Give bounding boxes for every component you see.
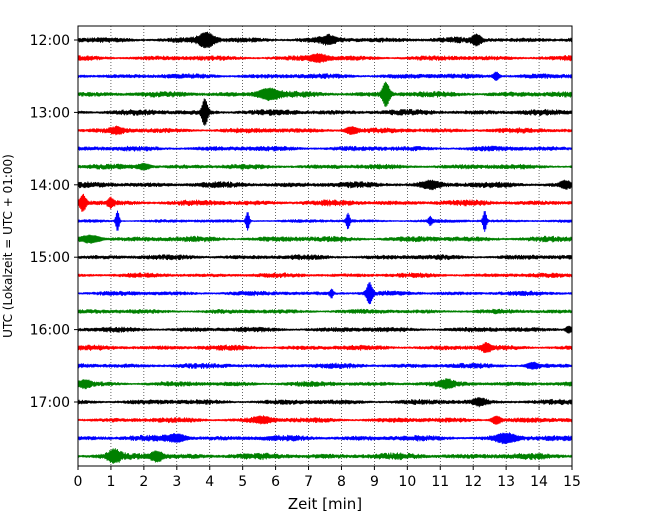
y-tick-label-13:00: 13:00 xyxy=(30,105,70,121)
trace-1200 xyxy=(77,31,573,49)
trace-1415 xyxy=(77,193,573,212)
trace-1515 xyxy=(77,272,573,279)
trace-1745 xyxy=(77,448,573,464)
trace-1500 xyxy=(77,254,573,261)
trace-1545 xyxy=(77,308,573,315)
y-tick-label-17:00: 17:00 xyxy=(30,395,70,411)
x-tick-label-1: 1 xyxy=(106,474,115,490)
x-tick-label-3: 3 xyxy=(172,474,181,490)
x-tick-label-0: 0 xyxy=(74,474,83,490)
trace-1630 xyxy=(77,361,573,370)
trace-1300 xyxy=(77,98,573,126)
trace-1245 xyxy=(77,81,573,108)
x-tick-label-8: 8 xyxy=(337,474,346,490)
x-axis-label: Zeit [min] xyxy=(288,495,362,513)
y-axis-label: UTC (Lokalzeit = UTC + 01:00) xyxy=(1,154,15,338)
x-tick-label-6: 6 xyxy=(271,474,280,490)
trace-1330 xyxy=(77,145,573,152)
y-tick-label-16:00: 16:00 xyxy=(30,323,70,339)
seismic-traces xyxy=(77,31,573,464)
y-tick-label-14:00: 14:00 xyxy=(30,178,70,194)
trace-1400 xyxy=(77,179,573,191)
x-tick-label-15: 15 xyxy=(563,474,581,490)
x-tick-label-12: 12 xyxy=(464,474,482,490)
trace-1600 xyxy=(77,325,573,334)
x-tick-label-5: 5 xyxy=(238,474,247,490)
x-tick-label-14: 14 xyxy=(530,474,548,490)
x-tick-label-2: 2 xyxy=(139,474,148,490)
trace-1230 xyxy=(77,71,573,81)
x-tick-label-13: 13 xyxy=(497,474,515,490)
trace-1345 xyxy=(77,162,573,171)
trace-1530 xyxy=(77,281,573,305)
x-tick-label-7: 7 xyxy=(304,474,313,490)
trace-1730 xyxy=(77,432,573,445)
vertical-gridlines xyxy=(110,26,540,466)
x-tick-label-4: 4 xyxy=(205,474,214,490)
trace-1700 xyxy=(77,397,573,408)
trace-1315 xyxy=(77,125,573,136)
x-tick-label-9: 9 xyxy=(370,474,379,490)
y-axis-ticks: 12:00 13:00 14:00 15:00 16:00 17:00 xyxy=(30,33,78,411)
x-tick-label-11: 11 xyxy=(431,474,449,490)
y-tick-label-15:00: 15:00 xyxy=(30,250,70,266)
trace-1445 xyxy=(77,234,573,244)
x-tick-label-10: 10 xyxy=(398,474,416,490)
plot-frame xyxy=(77,25,573,467)
trace-1645 xyxy=(77,378,573,390)
trace-1615 xyxy=(77,341,573,354)
x-axis-ticks: 0 1 2 3 4 5 6 7 8 9 10 11 12 13 14 15 xyxy=(74,466,581,490)
trace-1715 xyxy=(77,415,573,425)
trace-1430 xyxy=(77,210,573,232)
trace-1215 xyxy=(77,52,573,64)
y-tick-label-12:00: 12:00 xyxy=(30,33,70,49)
